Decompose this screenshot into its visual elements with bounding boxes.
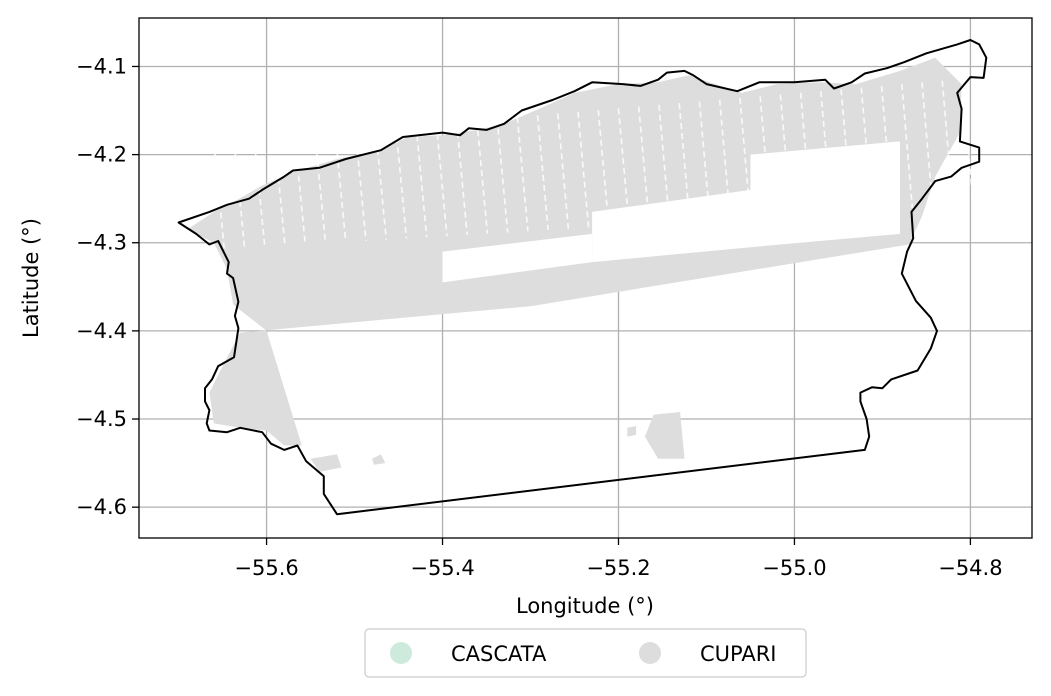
cupari-strip-30 <box>820 91 833 214</box>
y-tick-label-0: −4.1 <box>76 54 127 78</box>
y-axis-ticks: −4.1 −4.2 −4.3 −4.4 −4.5 −4.6 <box>76 54 139 519</box>
cupari-strip-13 <box>476 120 489 234</box>
x-tick-label-2: −55.2 <box>586 556 650 580</box>
legend-label-cupari: CUPARI <box>700 642 777 666</box>
y-axis-label: Latitude (°) <box>19 218 43 338</box>
cupari-strip-4 <box>293 135 307 245</box>
legend: CASCATA CUPARI <box>364 628 807 678</box>
cupari-strip-27 <box>759 96 772 217</box>
y-tick-label-2: −4.3 <box>76 231 127 255</box>
y-tick-label-1: −4.2 <box>76 143 127 167</box>
cupari-patch-0 <box>644 412 685 459</box>
cupari-strip-34 <box>900 84 914 209</box>
cupari-strip-31 <box>840 89 853 212</box>
x-tick-label-1: −55.4 <box>410 556 474 580</box>
cupari-strip-12 <box>455 122 468 235</box>
cupari-strip-33 <box>880 85 893 210</box>
cupari-strip-3 <box>273 137 286 246</box>
region-fill-layer <box>187 57 974 472</box>
cupari-strip-28 <box>779 94 792 216</box>
cupari-patch-3 <box>627 426 637 437</box>
x-axis-ticks: −55.6 −55.4 −55.2 −55.0 −54.8 <box>234 538 1003 580</box>
cupari-patch-2 <box>372 454 386 465</box>
x-tick-label-4: −54.8 <box>938 556 1002 580</box>
cupari-strip-1 <box>233 140 246 249</box>
y-tick-label-4: −4.5 <box>76 407 127 431</box>
plot-frame <box>138 17 1033 539</box>
cupari-strip-32 <box>860 87 873 211</box>
cupari-strip-26 <box>739 97 752 218</box>
legend-marker-cupari <box>639 642 661 664</box>
cupari-strip-14 <box>496 118 509 233</box>
cupari-patch-1 <box>310 454 342 472</box>
cupari-strip-9 <box>395 127 408 239</box>
cupari-strip-36 <box>941 80 954 206</box>
cupari-strip-8 <box>374 128 388 240</box>
cupari-gap-0 <box>750 141 900 248</box>
cupari-strip-6 <box>334 132 347 243</box>
cupari-strip-7 <box>354 130 367 242</box>
boundary-layer <box>177 39 988 516</box>
cupari-strip-0 <box>212 142 226 250</box>
cupari-strip-10 <box>415 125 428 238</box>
cupari-strip-5 <box>314 134 327 244</box>
x-tick-label-0: −55.6 <box>234 556 298 580</box>
cupari-strip-2 <box>253 139 266 248</box>
legend-box <box>364 628 807 678</box>
x-tick-label-3: −55.0 <box>762 556 826 580</box>
x-axis-label: Longitude (°) <box>516 594 654 618</box>
cupari-strip-37 <box>961 78 974 205</box>
cupari-strip-15 <box>516 116 529 232</box>
y-tick-label-3: −4.4 <box>76 319 127 343</box>
legend-label-cascata: CASCATA <box>451 642 547 666</box>
cupari-gap-2 <box>442 233 593 283</box>
cupari-gap-1 <box>592 189 751 263</box>
cupari-strip-11 <box>435 123 448 237</box>
legend-marker-cascata <box>390 642 412 664</box>
cupari-strip-29 <box>799 92 812 215</box>
y-tick-label-5: −4.6 <box>76 495 127 519</box>
study-area-boundary <box>177 39 988 516</box>
